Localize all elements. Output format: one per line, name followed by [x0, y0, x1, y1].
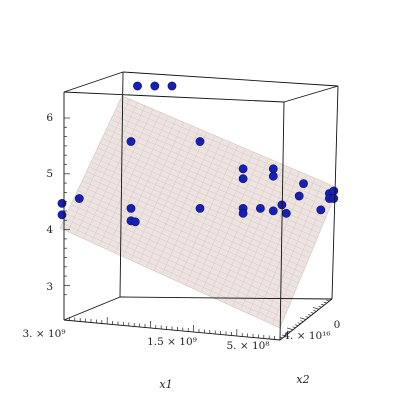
plane-mesh-line: [209, 158, 269, 296]
x-tick-label: 5. × 10⁸: [226, 340, 269, 352]
box-edge: [122, 71, 339, 87]
data-point: [238, 164, 248, 174]
data-point: [150, 81, 160, 91]
z-tick-label: 5: [46, 168, 53, 180]
z-tick-label: 4: [46, 224, 53, 236]
box-edge: [119, 71, 124, 298]
plane-mesh-line: [62, 223, 283, 324]
y-tick: [323, 301, 327, 304]
plane-mesh-line: [224, 164, 285, 304]
y-tick: [286, 327, 294, 331]
plane-mesh-line: [88, 166, 308, 264]
y-tick: [282, 334, 286, 337]
y-tick: [297, 322, 301, 324]
y-tick: [312, 307, 320, 310]
z-tick-label: 6: [46, 112, 53, 124]
y-tick: [292, 326, 296, 329]
box-edge: [279, 101, 285, 341]
y-tick: [321, 303, 325, 306]
data-point: [133, 81, 142, 91]
data-point: [281, 208, 291, 218]
plane-mesh-line: [264, 181, 323, 321]
y-tick: [326, 299, 330, 302]
y-tick: [305, 316, 309, 318]
z-tick-label: 3: [46, 281, 53, 293]
data-point: [268, 171, 278, 181]
plane-mesh-line: [73, 199, 293, 299]
data-point: [294, 191, 304, 201]
data-point: [329, 194, 339, 203]
plane-mesh-line: [70, 204, 291, 304]
data-point: [255, 203, 265, 213]
y-tick: [279, 336, 283, 339]
y-tick: [313, 310, 317, 312]
x-axis-label: x1: [159, 378, 172, 391]
data-point: [57, 210, 67, 220]
y-tick: [300, 320, 304, 322]
data-point: [268, 164, 278, 174]
plane-mesh-line: [232, 168, 292, 307]
plane-mesh-line: [77, 190, 297, 289]
plane-mesh-line: [75, 194, 295, 294]
plane-mesh-line: [177, 145, 238, 282]
plane-mesh-line: [84, 175, 303, 274]
plane-mesh-line: [82, 180, 301, 279]
bounding-box-back: [63, 71, 339, 321]
data-point: [126, 137, 136, 146]
plane-mesh-line: [240, 171, 300, 311]
y-tick: [295, 324, 299, 326]
box-edge: [63, 91, 285, 103]
data-point: [299, 179, 308, 188]
data-point: [130, 217, 140, 227]
y-tick: [308, 314, 312, 316]
y-tick: [287, 330, 291, 333]
data-point: [329, 186, 339, 196]
box-edge: [283, 85, 339, 103]
data-point: [126, 203, 136, 213]
y-axis-label: x2: [296, 373, 309, 386]
plane-mesh-line: [201, 155, 262, 293]
y-tick: [310, 312, 314, 314]
y-tick: [299, 317, 307, 320]
data-point: [238, 208, 248, 218]
data-point: [74, 194, 84, 203]
data-point: [195, 203, 205, 213]
box-edge: [119, 296, 333, 300]
data-point: [268, 206, 278, 216]
y-tick: [284, 332, 288, 335]
data-point: [316, 205, 326, 215]
y-tick-label: 0: [334, 319, 341, 331]
plane-mesh-line: [79, 185, 299, 284]
data-point: [57, 198, 67, 208]
data-point: [195, 137, 205, 146]
y-tick-label: 4. × 10¹⁶: [283, 330, 330, 342]
plane-mesh-line: [68, 208, 289, 309]
box-edge: [331, 85, 339, 300]
plane-mesh-line: [256, 178, 316, 318]
plane-mesh-line: [216, 161, 277, 300]
plane-mesh-line: [64, 218, 285, 319]
box-edge: [63, 296, 121, 321]
plane-mesh-line: [66, 213, 287, 314]
data-point: [167, 81, 177, 91]
y-tick: [318, 305, 322, 308]
x-tick-label: 1.5 × 10⁹: [147, 336, 197, 348]
box-edge: [63, 71, 124, 93]
plane-mesh-line: [86, 171, 305, 269]
data-point: [238, 174, 248, 184]
x-tick-label: 3. × 10⁹: [22, 328, 65, 340]
plane-mesh-line: [185, 148, 246, 286]
axis-ticks: [64, 117, 330, 340]
